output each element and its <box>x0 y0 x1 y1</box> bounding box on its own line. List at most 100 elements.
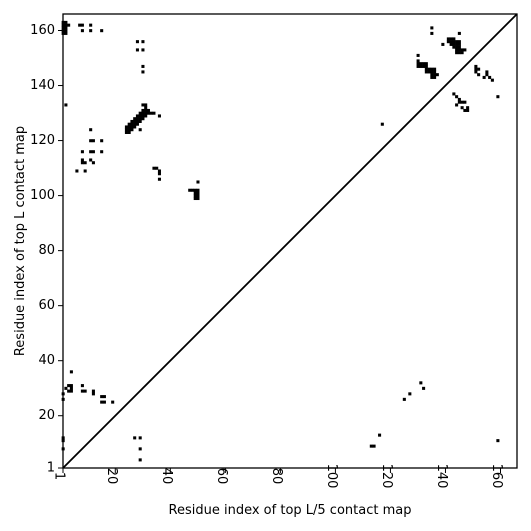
upper-contact-cell <box>157 177 161 181</box>
upper-contact-cell <box>460 48 464 52</box>
upper-contact-cell <box>155 166 159 170</box>
upper-contact-cell <box>424 62 428 66</box>
lower-contact-cell <box>80 389 84 393</box>
upper-contact-cell <box>193 191 197 195</box>
upper-contact-cell <box>89 128 93 132</box>
upper-contact-cell <box>457 45 461 49</box>
upper-contact-cell <box>133 122 137 126</box>
upper-contact-cell <box>416 59 420 63</box>
upper-contact-cell <box>124 130 128 134</box>
lower-contact-cell <box>61 436 65 440</box>
upper-contact-cell <box>474 67 478 71</box>
upper-contact-cell <box>193 194 197 198</box>
lower-contact-cell <box>402 397 406 401</box>
upper-contact-cell <box>424 64 428 68</box>
upper-contact-cell <box>430 70 434 74</box>
upper-contact-cell <box>196 196 200 201</box>
upper-contact-cell <box>130 119 134 123</box>
lower-contact-cell <box>69 370 73 374</box>
lower-contact-cell <box>380 122 384 126</box>
upper-contact-cell <box>61 29 65 33</box>
upper-contact-cell <box>61 31 65 35</box>
upper-contact-cell <box>141 40 145 44</box>
upper-contact-cell <box>455 103 459 107</box>
upper-contact-cell <box>196 191 200 195</box>
upper-contact-cell <box>127 122 131 126</box>
upper-contact-cell <box>141 103 145 107</box>
upper-contact-cell <box>452 92 456 96</box>
upper-contact-cell <box>430 73 434 77</box>
upper-contact-cell <box>482 75 486 79</box>
upper-contact-cell <box>460 100 464 104</box>
lower-contact-cell <box>69 386 73 390</box>
upper-contact-cell <box>61 26 65 30</box>
upper-contact-cell <box>149 111 153 115</box>
x-tick-label: 140 <box>434 464 449 489</box>
lower-contact-cell <box>91 392 95 396</box>
upper-contact-cell <box>193 196 197 201</box>
upper-contact-cell <box>488 75 492 79</box>
upper-contact-cell <box>141 117 145 121</box>
upper-contact-cell <box>433 75 437 79</box>
upper-contact-cell <box>433 73 437 77</box>
upper-contact-cell <box>80 161 84 165</box>
lower-contact-cell <box>91 389 95 393</box>
y-tick-label: 120 <box>30 133 55 148</box>
upper-contact-cell <box>452 45 456 49</box>
upper-contact-cell <box>457 48 461 52</box>
upper-contact-cell <box>435 73 439 77</box>
upper-contact-cell <box>141 48 145 52</box>
upper-contact-cell <box>135 117 139 121</box>
upper-contact-cell <box>64 103 68 107</box>
lower-contact-cell <box>69 384 73 388</box>
upper-contact-cell <box>457 51 461 55</box>
upper-contact-cell <box>133 119 137 123</box>
lower-contact-cell <box>100 400 104 404</box>
upper-contact-cell <box>416 62 420 66</box>
upper-contact-cell <box>127 130 131 134</box>
upper-contact-cell <box>83 161 87 165</box>
lower-contact-cell <box>372 444 376 448</box>
lower-contact-cell <box>83 389 87 393</box>
upper-contact-cell <box>152 111 156 115</box>
upper-contact-cell <box>188 188 192 192</box>
upper-contact-cell <box>452 37 456 41</box>
upper-contact-cell <box>141 114 145 118</box>
upper-contact-cell <box>457 40 461 44</box>
upper-contact-cell <box>133 117 137 121</box>
y-tick-label: 100 <box>30 188 55 203</box>
upper-contact-cell <box>433 67 437 71</box>
upper-contact-cell <box>144 108 148 112</box>
lower-contact-cell <box>422 386 426 390</box>
upper-contact-cell <box>135 40 139 44</box>
upper-contact-cell <box>141 64 145 68</box>
upper-contact-cell <box>452 40 456 44</box>
upper-contact-cell <box>446 37 450 41</box>
upper-contact-cell <box>449 42 453 46</box>
upper-contact-cell <box>100 29 104 33</box>
upper-contact-cell <box>157 169 161 173</box>
lower-contact-cell <box>64 386 68 390</box>
lower-contact-cell <box>61 397 65 401</box>
upper-contact-cell <box>89 158 93 162</box>
upper-contact-cell <box>463 100 467 104</box>
lower-contact-cell <box>138 436 142 440</box>
upper-contact-cell <box>433 70 437 74</box>
upper-contact-cell <box>485 73 489 77</box>
upper-contact-cell <box>196 180 200 184</box>
x-tick-label: 20 <box>104 468 119 485</box>
upper-contact-cell <box>455 45 459 49</box>
upper-contact-cell <box>91 150 95 154</box>
x-tick-label: 160 <box>489 464 504 489</box>
upper-contact-cell <box>457 100 461 104</box>
upper-contact-cell <box>460 51 464 55</box>
lower-contact-cell <box>419 381 423 385</box>
x-axis-label: Residue index of top L/5 contact map <box>169 503 412 518</box>
upper-contact-cell <box>138 128 142 132</box>
y-tick-label: 20 <box>38 408 55 423</box>
lower-contact-cell <box>61 439 65 443</box>
lower-contact-cell <box>80 384 84 388</box>
upper-contact-cell <box>430 31 434 35</box>
